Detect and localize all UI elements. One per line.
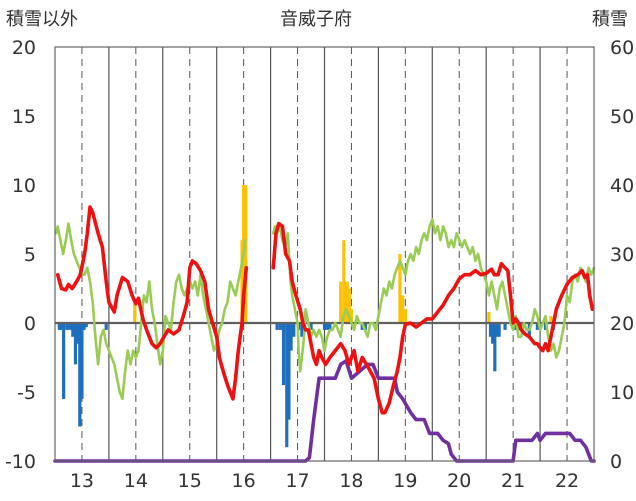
left-tick-label-1: 15 (12, 106, 36, 128)
x-tick-label-8: 21 (501, 470, 525, 492)
yellow_bar-8 (349, 309, 354, 323)
yellow_bar-1 (240, 240, 244, 323)
left-tick-label-5: -5 (17, 382, 36, 404)
left-axis-label: 積雪以外 (6, 9, 78, 30)
blue_bar-3 (65, 323, 69, 330)
x-tick-label-5: 18 (339, 470, 363, 492)
x-tick-label-0: 13 (70, 470, 94, 492)
green-series-segment-1 (271, 218, 596, 373)
blue_bar-7 (76, 323, 80, 344)
blue_bar-25 (328, 323, 332, 330)
blue_bar-1 (59, 323, 64, 330)
right-axis-ticks: 60 50 40 30 20 10 0 (610, 37, 634, 473)
yellow_bar-0 (133, 302, 137, 323)
yellow_bar-11 (403, 309, 407, 323)
blue_bar-15 (281, 323, 286, 386)
yellow_bar-3 (244, 185, 248, 323)
left-axis-ticks: 20 15 10 5 0 -5 -10 (5, 37, 36, 473)
blue_bar-30 (493, 323, 497, 372)
blue_bar-6 (73, 323, 78, 365)
right-tick-label-3: 30 (610, 244, 634, 266)
right-tick-label-0: 60 (610, 37, 634, 59)
blue_bar-16 (285, 323, 289, 448)
yellow_bar-12 (487, 311, 491, 323)
lines-layer (53, 205, 596, 463)
purple-series-segment-0 (53, 359, 596, 463)
blue_bar-31 (495, 323, 499, 337)
right-axis-label: 積雪 (592, 9, 628, 30)
blue_bar-0 (57, 323, 61, 330)
blue_bar-27 (363, 323, 368, 330)
blue_bar-11 (84, 323, 88, 328)
x-tick-label-7: 20 (447, 470, 471, 492)
x-tick-label-2: 15 (178, 470, 202, 492)
blue_bar-39 (543, 323, 548, 330)
x-tick-label-6: 19 (393, 470, 417, 492)
blue_bar-33 (503, 323, 507, 330)
left-tick-label-3: 5 (24, 244, 36, 266)
blue_bar-24 (325, 323, 329, 330)
blue_bar-9 (80, 323, 84, 399)
left-tick-label-6: -10 (5, 451, 36, 473)
yellow_bar-9 (398, 254, 402, 323)
right-tick-label-6: 0 (610, 451, 622, 473)
red-series-segment-0 (55, 205, 249, 401)
right-tick-label-1: 50 (610, 106, 634, 128)
green-series-segment-0 (54, 222, 247, 401)
left-tick-label-0: 20 (12, 37, 36, 59)
blue_bar-38 (535, 323, 540, 330)
x-tick-label-4: 17 (285, 470, 309, 492)
left-tick-label-2: 10 (12, 175, 36, 197)
yellow_bar-5 (342, 240, 346, 323)
x-tick-label-1: 14 (124, 470, 148, 492)
blue_bar-22 (309, 323, 313, 330)
blue_bar-18 (289, 323, 293, 351)
yellow_bar-6 (345, 281, 349, 323)
x-tick-label-3: 16 (232, 470, 256, 492)
right-tick-label-5: 10 (610, 382, 634, 404)
yellow_bar-4 (339, 281, 343, 323)
blue_bar-8 (78, 323, 82, 427)
blue_bar-23 (322, 323, 327, 330)
left-tick-label-4: 0 (24, 313, 36, 335)
blue_bar-19 (292, 323, 296, 337)
blue_bar-10 (82, 323, 86, 330)
right-tick-label-2: 40 (610, 175, 634, 197)
blue_bar-14 (278, 323, 282, 330)
blue_bar-13 (275, 323, 279, 330)
blue_bar-12 (104, 323, 108, 330)
blue_bar-5 (71, 323, 75, 337)
chart-title: 音威子府 (280, 9, 352, 30)
plot-frame (54, 46, 595, 462)
blue_bar-29 (491, 323, 495, 344)
right-tick-label-4: 20 (610, 313, 634, 335)
yellow_bar-7 (347, 288, 351, 323)
blue_bar-17 (287, 323, 291, 420)
red-series-segment-1 (271, 221, 595, 415)
blue_bar-32 (497, 323, 501, 337)
blue_bar-28 (488, 323, 493, 337)
x-tick-label-9: 22 (555, 470, 579, 492)
blue_bar-21 (300, 323, 304, 337)
grid-lines (81, 47, 568, 461)
yellow_bar-13 (549, 316, 553, 323)
blue_bar-4 (68, 323, 72, 330)
x-axis-ticks: 13 14 15 16 17 18 19 20 21 22 (70, 470, 579, 492)
blue_bar-2 (62, 323, 66, 399)
yellow_bar-10 (401, 295, 405, 323)
